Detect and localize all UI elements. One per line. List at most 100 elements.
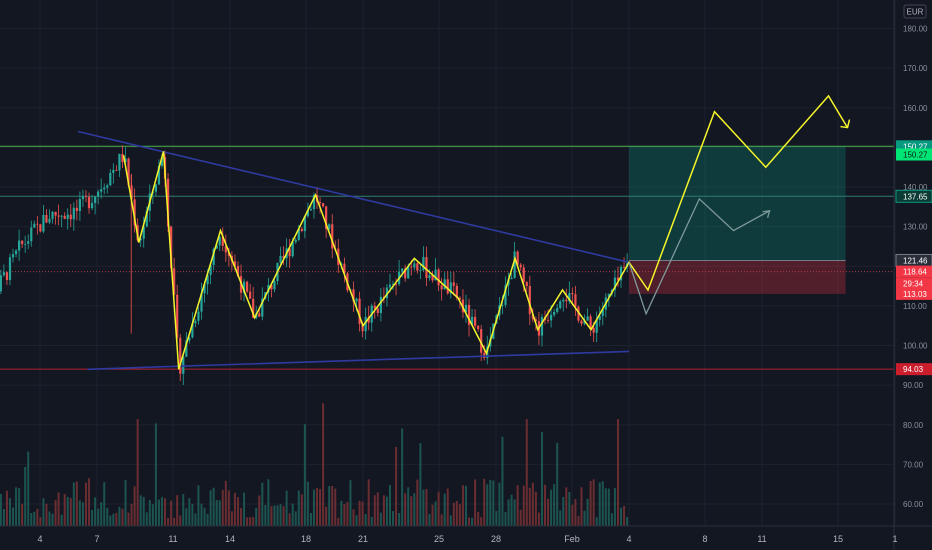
candle-body xyxy=(109,172,112,186)
price-tag-label: 150.27 xyxy=(903,151,928,160)
volume-bar xyxy=(446,488,449,526)
candle-body xyxy=(428,275,431,279)
volume-bar xyxy=(340,500,343,526)
volume-bar xyxy=(471,517,474,526)
candle-body xyxy=(401,268,404,272)
volume-bar xyxy=(182,494,185,526)
volume-bar xyxy=(69,498,72,526)
volume-bar xyxy=(306,481,309,526)
candle-body xyxy=(2,272,5,276)
price-tick-label: 160.00 xyxy=(903,104,928,113)
volume-bar xyxy=(613,488,616,526)
zigzag-yellow[interactable] xyxy=(122,94,849,370)
volume-bar xyxy=(206,513,209,526)
volume-bar xyxy=(407,487,410,526)
volume-bar xyxy=(544,484,547,526)
profit-zone[interactable] xyxy=(629,146,846,261)
volume-bar xyxy=(328,486,331,526)
date-tick-label: 28 xyxy=(491,534,501,544)
volume-bar xyxy=(30,512,33,526)
stop-zone[interactable] xyxy=(629,260,846,294)
date-tick-label: 8 xyxy=(702,534,707,544)
projection-path-grey[interactable] xyxy=(628,197,770,316)
price-tag-label: 113.03 xyxy=(903,290,927,299)
candle-body xyxy=(388,284,392,288)
volume-bar xyxy=(291,503,294,526)
candle-body xyxy=(185,340,188,357)
volume-bar xyxy=(522,485,525,526)
volume-bar xyxy=(319,488,322,526)
date-tick-label: Feb xyxy=(564,534,580,544)
candle-body xyxy=(127,158,130,186)
volume-bar xyxy=(550,489,553,526)
volume-bar xyxy=(431,504,434,526)
volume-bar xyxy=(127,512,130,526)
volume-bar xyxy=(440,514,443,526)
candle-body xyxy=(325,206,328,229)
volume-bar xyxy=(325,506,328,526)
candle-body xyxy=(568,293,571,302)
volume-bar xyxy=(282,506,285,526)
volume-bars xyxy=(0,403,629,526)
volume-bar xyxy=(63,493,66,526)
candle-body xyxy=(477,325,480,330)
volume-bar xyxy=(443,493,446,526)
candle-body xyxy=(179,337,182,374)
candle-body xyxy=(394,283,398,285)
price-tag-label: 94.03 xyxy=(903,365,924,374)
candle-body xyxy=(410,266,413,268)
zigzag-drawings[interactable] xyxy=(122,94,851,370)
currency-badge[interactable]: EUR xyxy=(903,4,927,19)
volume-bar xyxy=(194,513,197,526)
candle-body xyxy=(24,243,27,245)
candle-body xyxy=(331,224,334,249)
volume-bar xyxy=(246,517,249,526)
candle-body xyxy=(580,320,583,324)
volume-bar xyxy=(197,485,200,526)
volume-bar xyxy=(455,500,458,526)
volume-bar xyxy=(142,496,145,526)
price-axis[interactable]: 180.00 170.00 160.00 140.00 130.00 110.00 100.… xyxy=(903,25,928,510)
long-position-box[interactable] xyxy=(629,146,846,294)
candle-body xyxy=(553,311,556,315)
volume-bar xyxy=(300,494,303,526)
candle-body xyxy=(261,298,264,317)
candle-body xyxy=(322,203,325,207)
candle-body xyxy=(209,264,212,275)
candle-body xyxy=(449,282,452,294)
arrowhead-grey[interactable] xyxy=(762,209,771,218)
candle-body xyxy=(145,210,148,227)
candle-body xyxy=(121,153,124,163)
volume-bar xyxy=(483,478,486,526)
volume-bar xyxy=(124,480,127,526)
candle-body xyxy=(300,228,303,232)
candle-body xyxy=(39,224,42,232)
candle-body xyxy=(379,296,382,314)
currency-badge-box[interactable] xyxy=(903,4,927,19)
volume-bar xyxy=(88,478,91,526)
candle-body xyxy=(5,272,9,280)
arrowhead-yellow[interactable] xyxy=(840,119,851,129)
candle-body xyxy=(273,280,276,290)
volume-bar xyxy=(525,419,528,526)
candle-body xyxy=(574,294,577,307)
candle-body xyxy=(504,285,507,305)
volume-bar xyxy=(118,506,121,526)
candle-body xyxy=(27,241,30,244)
candle-body xyxy=(589,316,592,328)
volume-bar xyxy=(106,507,109,526)
date-axis[interactable]: 4 7 11 14 18 21 25 28 Feb 4 8 11 15 1 xyxy=(37,534,897,544)
price-tag xyxy=(896,148,932,161)
trendline[interactable] xyxy=(77,130,630,264)
volume-bar xyxy=(188,498,191,526)
volume-bar xyxy=(12,507,15,526)
price-tick-label: 130.00 xyxy=(903,223,928,232)
volume-bar xyxy=(115,512,118,526)
volume-bar xyxy=(54,499,57,526)
candle-body xyxy=(115,169,118,171)
date-tick-label: 11 xyxy=(168,534,177,544)
candle-body xyxy=(525,282,528,287)
volume-bar xyxy=(148,500,151,526)
candle-body xyxy=(57,215,60,217)
